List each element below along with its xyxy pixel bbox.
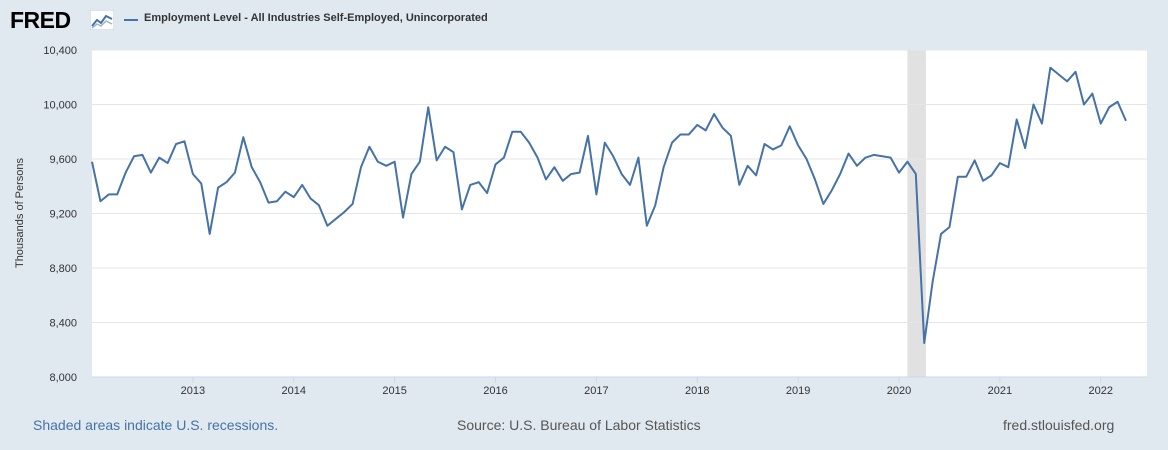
x-tick-label: 2016 — [483, 385, 507, 397]
source-text: Source: U.S. Bureau of Labor Statistics — [457, 417, 701, 433]
x-axis: 2013 2014 2015 2016 2017 2018 2019 2020 2021 2022 — [92, 376, 1147, 397]
x-tick-label: 2017 — [584, 385, 608, 397]
x-tick-label: 2014 — [282, 385, 306, 397]
x-tick-label: 2013 — [181, 385, 205, 397]
x-tick-label: 2021 — [988, 385, 1012, 397]
y-tick-label: 9,200 — [49, 209, 77, 221]
series-title[interactable]: Employment Level - All Industries Self-E… — [144, 12, 488, 24]
y-axis-label: Thousands of Persons — [14, 157, 26, 268]
legend-swatch — [124, 19, 138, 21]
x-tick-label: 2015 — [382, 385, 406, 397]
y-tick-label: 8,000 — [49, 372, 77, 384]
y-tick-label: 9,600 — [49, 154, 77, 166]
line-chart-icon — [90, 10, 114, 30]
y-tick-label: 10,000 — [43, 100, 77, 112]
fred-logo[interactable]: FRED — [10, 7, 71, 33]
site-link[interactable]: fred.stlouisfed.org — [1003, 417, 1115, 433]
series-layer — [91, 66, 1127, 344]
y-tick-label: 8,400 — [49, 318, 77, 330]
y-tick-label: 8,800 — [49, 263, 77, 275]
series-line[interactable] — [91, 66, 1127, 344]
y-tick-label: 10,400 — [43, 45, 77, 57]
y-axis: 8,000 8,400 8,800 9,200 9,600 10,000 10,400 — [43, 45, 77, 384]
x-tick-label: 2022 — [1089, 385, 1113, 397]
x-tick-label: 2020 — [887, 385, 911, 397]
chart[interactable]: 8,000 8,400 8,800 9,200 9,600 10,000 10,400 20… — [0, 0, 1168, 410]
x-tick-label: 2019 — [786, 385, 810, 397]
x-tick-label: 2018 — [685, 385, 709, 397]
recessions-note-link[interactable]: Shaded areas indicate U.S. recessions. — [33, 417, 279, 433]
